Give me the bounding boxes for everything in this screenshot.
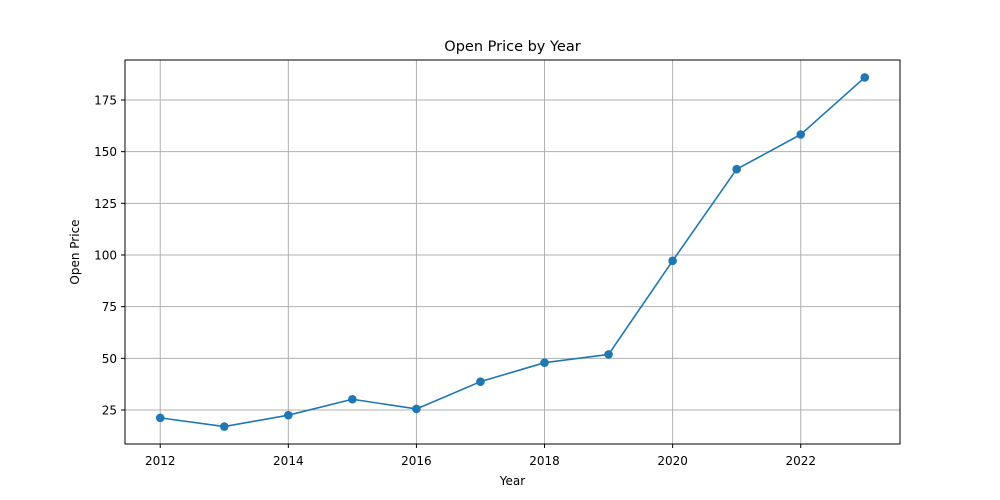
y-tick-label: 75 (102, 300, 117, 314)
series-line (160, 76, 866, 428)
x-tick-label: 2020 (657, 454, 688, 468)
y-tick-label: 125 (94, 197, 117, 211)
data-point (540, 358, 549, 367)
data-point (155, 413, 165, 423)
data-point (412, 404, 421, 414)
y-tick-label: 50 (102, 352, 117, 366)
y-tick-label: 25 (102, 404, 117, 418)
grid (125, 60, 900, 444)
data-point (668, 256, 677, 266)
data-point (219, 422, 229, 431)
x-axis-title: Year (499, 474, 525, 488)
y-tick-label: 100 (94, 248, 117, 262)
plot-area-frame (124, 59, 901, 445)
y-tick-label: 150 (94, 145, 117, 159)
data-point (284, 410, 293, 420)
data-point (604, 350, 613, 359)
series-layer (155, 73, 870, 431)
y-axis-title: Open Price (68, 219, 82, 284)
x-tick-label: 2012 (145, 454, 176, 468)
data-point (732, 164, 741, 174)
x-tick-label: 2018 (529, 454, 560, 468)
x-tick-label: 2014 (273, 454, 304, 468)
data-point (476, 377, 485, 386)
data-point (860, 73, 870, 82)
y-tick-label: 175 (94, 93, 117, 107)
x-tick-label: 2016 (401, 454, 432, 468)
ticks: 2012 2014 2016 2018 2020 2022 25 50 75 100 125 150 1… (94, 93, 816, 468)
data-point (348, 394, 357, 404)
data-point (796, 130, 806, 139)
x-tick-label: 2022 (785, 454, 816, 468)
chart-title: Open Price by Year (444, 39, 580, 55)
